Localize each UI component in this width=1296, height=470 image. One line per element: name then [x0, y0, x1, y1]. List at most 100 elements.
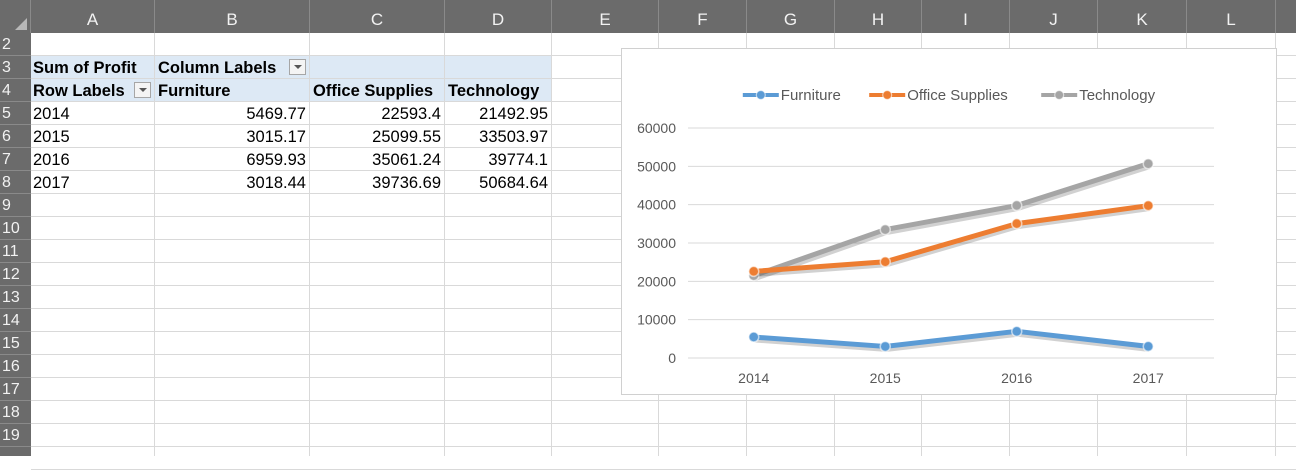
- data-point-technology: [879, 223, 891, 236]
- column-header-e[interactable]: E: [552, 0, 659, 33]
- row-header-10[interactable]: 10: [0, 217, 31, 240]
- pivot-col-header-office-supplies[interactable]: Office Supplies: [313, 82, 434, 100]
- series-line-shadow: [753, 164, 1151, 281]
- pivot-row-label[interactable]: 2016: [33, 151, 70, 169]
- data-point-office-supplies: [748, 265, 760, 278]
- pivot-row-label[interactable]: 2014: [33, 105, 70, 123]
- grid-column-line: [154, 33, 155, 456]
- pivot-value-label[interactable]: Sum of Profit: [33, 59, 137, 77]
- data-point-office-supplies: [879, 256, 891, 268]
- row-header-16[interactable]: 16: [0, 355, 31, 378]
- legend-marker: [882, 89, 893, 101]
- data-point-furniture: [748, 331, 760, 343]
- legend-marker: [755, 89, 766, 101]
- row-header-6[interactable]: 6: [0, 125, 31, 148]
- row-header-11[interactable]: 11: [0, 240, 31, 263]
- y-tick-label: 30000: [637, 235, 676, 251]
- y-tick-label: 50000: [637, 158, 676, 174]
- row-header-18[interactable]: 18: [0, 401, 31, 424]
- select-all-triangle-icon: [15, 18, 27, 30]
- grid-column-line: [444, 33, 445, 456]
- column-header-d[interactable]: D: [445, 0, 552, 33]
- legend-label: Furniture: [781, 87, 841, 104]
- row-header-15[interactable]: 15: [0, 332, 31, 355]
- grid-column-line: [551, 33, 552, 456]
- select-all-corner[interactable]: [0, 0, 31, 33]
- y-tick-label: 10000: [637, 312, 676, 328]
- pivot-cell[interactable]: 6959.93: [246, 151, 306, 169]
- row-header-13[interactable]: 13: [0, 286, 31, 309]
- y-tick-label: 60000: [637, 120, 676, 136]
- row-header-19[interactable]: 19: [0, 424, 31, 447]
- y-tick-label: 40000: [637, 197, 676, 213]
- pivot-cell[interactable]: 5469.77: [246, 105, 306, 123]
- grid-row-line: [31, 400, 1296, 401]
- data-point-office-supplies: [1142, 199, 1154, 212]
- legend-marker: [1054, 89, 1065, 101]
- data-point-furniture: [1011, 325, 1023, 338]
- row-header-7[interactable]: 7: [0, 148, 31, 171]
- pivot-row-label[interactable]: 2015: [33, 128, 70, 146]
- row-header-2[interactable]: 2: [0, 33, 31, 56]
- column-header-i[interactable]: I: [922, 0, 1010, 33]
- row-labels-filter-dropdown[interactable]: [134, 82, 151, 98]
- data-point-furniture: [879, 340, 891, 353]
- grid-column-line: [309, 33, 310, 456]
- grid-row-line: [31, 446, 1296, 447]
- legend-label: Office Supplies: [907, 87, 1008, 104]
- series-line-shadow: [754, 206, 1150, 277]
- column-header-g[interactable]: G: [747, 0, 835, 33]
- data-point-technology: [1142, 157, 1154, 170]
- column-header-j[interactable]: J: [1010, 0, 1098, 33]
- row-header-17[interactable]: 17: [0, 378, 31, 401]
- pivot-cell[interactable]: 3018.44: [246, 174, 306, 192]
- x-tick-label: 2016: [1001, 370, 1032, 386]
- column-header-l[interactable]: L: [1187, 0, 1276, 33]
- pivot-cell[interactable]: 25099.55: [372, 128, 441, 146]
- column-header-h[interactable]: H: [835, 0, 922, 33]
- legend-label: Technology: [1079, 87, 1155, 104]
- series-line-office-supplies: [751, 203, 1151, 274]
- y-tick-label: 0: [668, 350, 676, 366]
- pivot-cell[interactable]: 22593.4: [381, 105, 441, 123]
- x-tick-label: 2015: [870, 370, 901, 386]
- y-tick-label: 20000: [637, 273, 676, 289]
- pivot-cell[interactable]: 35061.24: [372, 151, 441, 169]
- row-header-bar: 2 3 4 5 6 7 8 9 10 11 12 13 14 15 16 17 18 19: [0, 33, 31, 456]
- column-header-c[interactable]: C: [310, 0, 445, 33]
- pivot-cell[interactable]: 50684.64: [479, 174, 548, 192]
- column-labels-filter-dropdown[interactable]: [289, 59, 306, 75]
- x-tick-label: 2014: [738, 370, 769, 386]
- data-point-office-supplies: [1011, 217, 1023, 230]
- pivot-cell[interactable]: 21492.95: [479, 105, 548, 123]
- data-point-furniture: [1142, 340, 1154, 353]
- pivot-cell[interactable]: 3015.17: [246, 128, 306, 146]
- row-header-14[interactable]: 14: [0, 309, 31, 332]
- data-point-technology: [1011, 199, 1023, 212]
- column-header-k[interactable]: K: [1098, 0, 1187, 33]
- series-line-technology: [751, 161, 1151, 279]
- row-header-9[interactable]: 9: [0, 194, 31, 217]
- chart-svg: 0 10000 20000 30000 40000 50000 60000 2014 2015 2…: [637, 87, 1214, 386]
- row-header-3[interactable]: 3: [0, 56, 31, 79]
- grid-row-line: [31, 423, 1296, 424]
- column-header-f[interactable]: F: [659, 0, 747, 33]
- pivot-column-labels[interactable]: Column Labels: [158, 59, 277, 77]
- pivot-col-header-furniture[interactable]: Furniture: [158, 82, 231, 100]
- pivot-cell[interactable]: 33503.97: [479, 128, 548, 146]
- row-header-5[interactable]: 5: [0, 102, 31, 125]
- pivot-cell[interactable]: 39774.1: [488, 151, 548, 169]
- x-tick-label: 2017: [1133, 370, 1164, 386]
- column-header-a[interactable]: A: [31, 0, 155, 33]
- pivot-col-header-technology[interactable]: Technology: [448, 82, 540, 100]
- pivot-row-labels[interactable]: Row Labels: [33, 82, 125, 100]
- pivot-row-label[interactable]: 2017: [33, 174, 70, 192]
- profit-line-chart[interactable]: 0 10000 20000 30000 40000 50000 60000 2014 2015 2…: [621, 48, 1277, 395]
- column-header-b[interactable]: B: [155, 0, 310, 33]
- series-line-shadow: [754, 331, 1150, 352]
- row-header-12[interactable]: 12: [0, 263, 31, 286]
- row-header-8[interactable]: 8: [0, 171, 31, 194]
- row-header-4[interactable]: 4: [0, 79, 31, 102]
- pivot-cell[interactable]: 39736.69: [372, 174, 441, 192]
